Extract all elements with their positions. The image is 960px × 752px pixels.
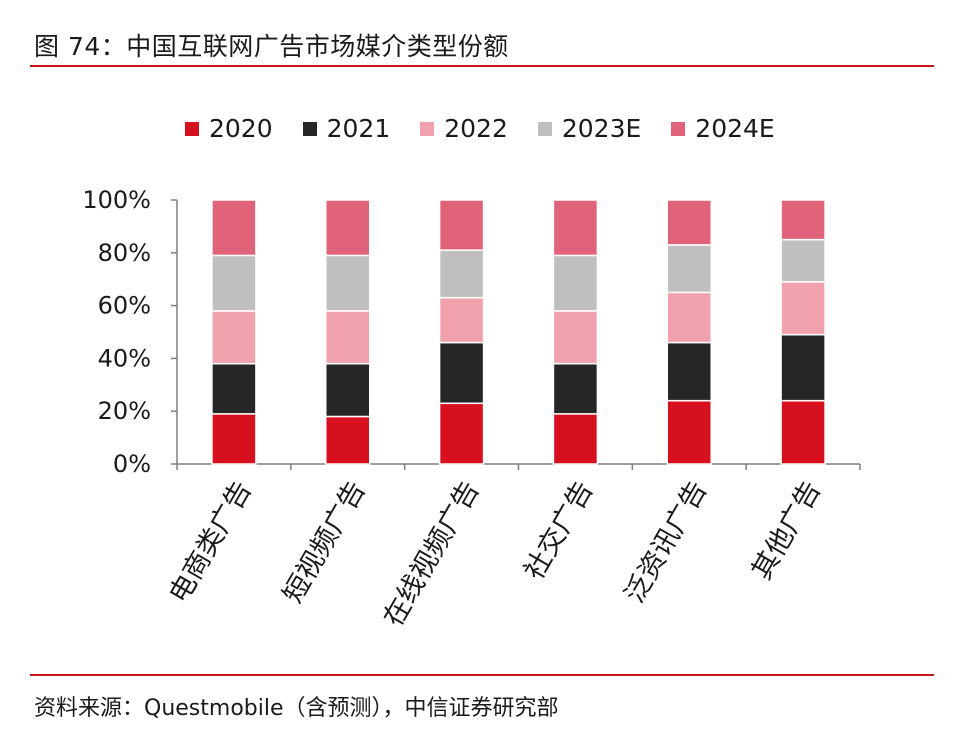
bar-segment-2020 [211, 413, 257, 465]
category-label: 短视频广告 [277, 476, 371, 608]
category-label: 电商类广告 [164, 476, 258, 608]
stacked-bar-chart: 0% 20% 40% 60% 80% 100% 电商类广告 短视频广告 在线视频广告 社交广告 泛资… [82, 186, 861, 632]
bar-segment-2024e [325, 199, 371, 257]
bar-segment-2020 [780, 399, 826, 465]
legend-label: 2024E [695, 114, 775, 143]
bar-segment-2024e [780, 199, 826, 241]
bar-segment-2023e [552, 254, 599, 312]
figure-title: 图 74：中国互联网广告市场媒介类型份额 [34, 32, 509, 61]
category-label: 泛资讯广告 [619, 476, 713, 608]
legend-item-2024e: 2024E [671, 114, 775, 143]
bar-segment-2023e [438, 249, 485, 299]
bar-segment-2023e [211, 254, 257, 312]
bar-segment-2020 [666, 399, 712, 465]
y-tick-label: 40% [98, 344, 151, 372]
bar-segment-2024e [666, 199, 712, 246]
bar-segment-2024e [211, 199, 257, 257]
bar-segment-2021 [666, 341, 712, 402]
bar-segment-2023e [666, 244, 712, 294]
bar-segment-2020 [552, 413, 599, 465]
legend-swatch [185, 121, 199, 136]
bar-segment-2023e [780, 238, 826, 283]
bottom-rule [30, 674, 934, 676]
bar-segment-2024e [552, 199, 599, 257]
legend-swatch [420, 121, 435, 136]
legend-label: 2021 [326, 114, 391, 143]
legend-item-2023e: 2023E [537, 114, 642, 143]
bar-segment-2022 [211, 310, 257, 365]
bar-segment-2022 [325, 310, 371, 365]
bar-segment-2024e [438, 199, 485, 251]
y-tick-label: 80% [98, 239, 151, 267]
y-tick-label: 60% [98, 292, 151, 320]
bar-segment-2023e [325, 254, 371, 312]
legend-swatch [671, 121, 686, 136]
legend-item-2022: 2022 [420, 114, 508, 143]
bar-segment-2021 [552, 362, 599, 415]
bar-segment-2022 [438, 296, 485, 344]
bar-segment-2020 [438, 402, 485, 465]
bar-segment-2022 [780, 281, 826, 336]
bar-segment-2021 [780, 333, 826, 402]
legend-label: 2022 [444, 114, 508, 143]
category-label: 社交广告 [519, 476, 600, 585]
chart-legend: 2020 2021 2022 2023E 2024E [185, 114, 775, 143]
legend-label: 2020 [209, 114, 273, 143]
bar-segment-2021 [438, 341, 485, 405]
legend-swatch [302, 121, 317, 136]
bar-segment-2021 [325, 362, 371, 418]
y-tick-label: 20% [98, 397, 151, 425]
bar-segment-2021 [211, 362, 257, 415]
legend-swatch [537, 121, 552, 136]
source-note: 资料来源：Questmobile（含预测），中信证券研究部 [34, 696, 559, 721]
y-tick-label: 100% [82, 186, 151, 214]
top-rule [30, 65, 934, 67]
category-label: 其他广告 [746, 476, 827, 585]
y-tick-label: 0% [113, 450, 151, 478]
legend-item-2020: 2020 [185, 114, 273, 143]
legend-label: 2023E [561, 114, 642, 143]
category-label: 在线视频广告 [378, 476, 486, 632]
bar-segment-2020 [325, 415, 371, 465]
bar-segment-2022 [552, 310, 599, 365]
legend-item-2021: 2021 [302, 114, 391, 143]
bar-segment-2022 [666, 291, 712, 344]
